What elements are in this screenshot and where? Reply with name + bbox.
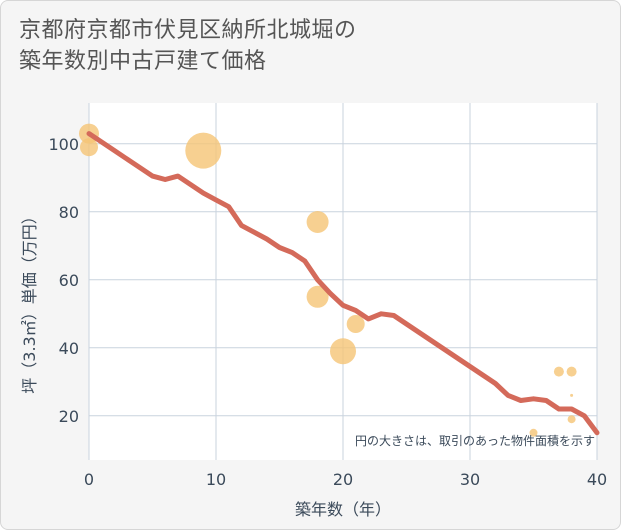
bubble-point (570, 393, 574, 397)
trend-line (86, 131, 600, 436)
bubble-point (553, 366, 564, 377)
bubble-point (306, 211, 329, 233)
size-annotation: 円の大きさは、取引のあった物件面積を示す (355, 433, 595, 448)
x-axis-label: 築年数（年） (295, 500, 391, 519)
chart-title-line-1: 京都府京都市伏見区納所北城堀の (19, 18, 357, 43)
bubble-point (185, 132, 222, 169)
bubble-point (330, 338, 356, 365)
bubble-point (306, 285, 329, 308)
y-tick-label: 100 (48, 135, 79, 154)
bubble-point (567, 415, 576, 424)
bubble-point (346, 315, 365, 333)
y-tick-labels: 20 40 60 80 100 (48, 135, 79, 426)
chart-title: 京都府京都市伏見区納所北城堀の 築年数別中古戸建て価格 (19, 15, 357, 77)
x-tick-labels: 0 10 20 30 40 (84, 470, 607, 489)
chart-title-line-2: 築年数別中古戸建て価格 (19, 49, 267, 74)
x-tick-label: 0 (84, 470, 94, 489)
bubble-point (566, 366, 577, 377)
y-tick-label: 80 (59, 203, 79, 222)
y-axis-label: 坪（3.3㎡）単価（万円） (20, 208, 39, 393)
bubble-point (80, 138, 98, 157)
x-tick-label: 30 (460, 470, 480, 489)
y-tick-label: 60 (59, 271, 79, 290)
x-tick-label: 10 (206, 470, 226, 489)
bubble-point (529, 428, 538, 437)
y-tick-label: 40 (59, 339, 79, 358)
x-tick-label: 40 (587, 470, 607, 489)
y-tick-label: 20 (59, 407, 79, 426)
bubble-series (79, 123, 577, 437)
x-tick-label: 20 (333, 470, 353, 489)
